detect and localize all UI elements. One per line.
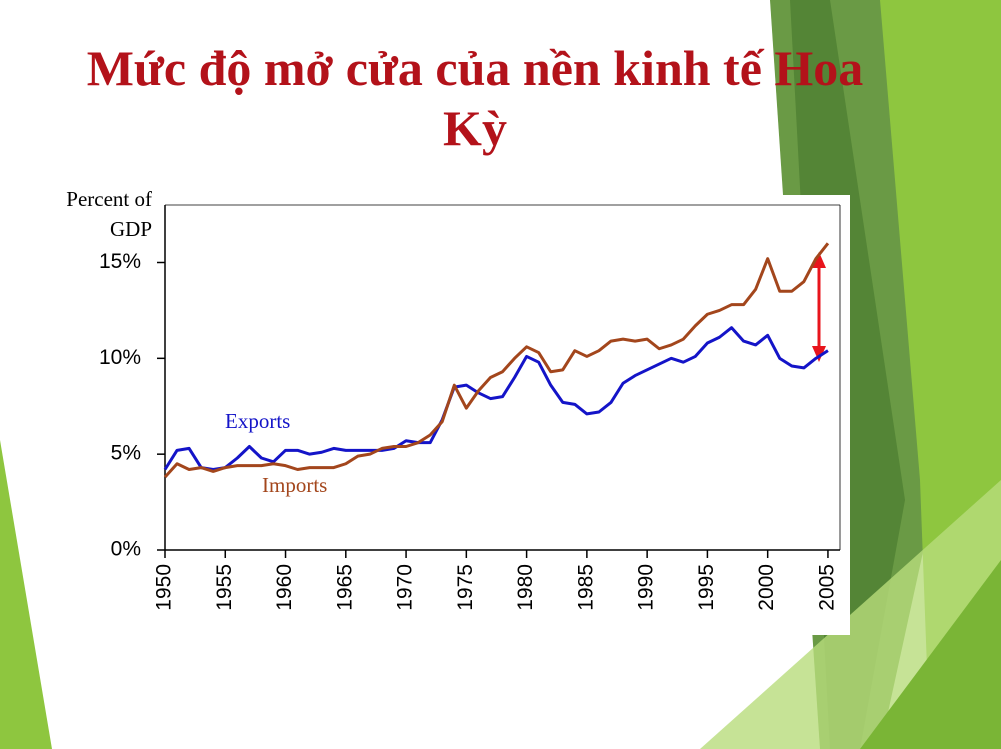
- deco: [0, 440, 52, 749]
- y-label: Percent of: [66, 187, 152, 211]
- y-tick-label: 10%: [99, 346, 141, 369]
- x-tick-label: 1970: [394, 564, 417, 611]
- x-tick-label: 1955: [213, 564, 236, 611]
- y-tick-label: 5%: [111, 442, 141, 465]
- y-tick-label: 0%: [111, 538, 141, 561]
- x-tick-label: 1990: [635, 564, 658, 611]
- x-tick-label: 1995: [695, 564, 718, 611]
- x-tick-label: 1980: [514, 564, 537, 611]
- y-label: GDP: [110, 217, 152, 241]
- x-tick-label: 1985: [574, 564, 597, 611]
- x-tick-label: 1960: [273, 564, 296, 611]
- series-label: Exports: [225, 409, 290, 433]
- arrow-head: [812, 252, 826, 268]
- title: Mức độ mở cửa của nền kinh tế Hoa Kỳ: [86, 40, 864, 156]
- chart-bg: [150, 195, 850, 635]
- y-tick-label: 15%: [99, 250, 141, 273]
- x-tick-label: 2005: [815, 564, 838, 611]
- x-tick-label: 1965: [333, 564, 356, 611]
- arrow-head: [812, 346, 826, 362]
- series-label: Imports: [262, 473, 327, 497]
- series-line: [163, 242, 830, 479]
- x-tick-label: 1950: [153, 564, 176, 611]
- x-tick-label: 1975: [454, 564, 477, 611]
- deco: [860, 560, 1001, 749]
- series-line: [163, 326, 829, 471]
- x-tick-label: 2000: [755, 564, 778, 611]
